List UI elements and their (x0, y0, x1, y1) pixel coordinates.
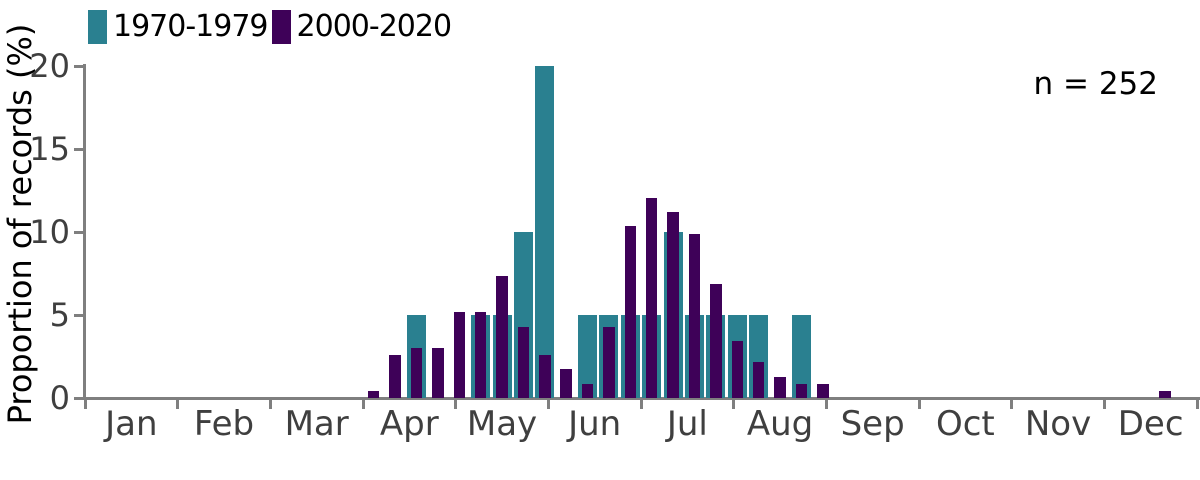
y-axis-tick-5 (74, 313, 84, 317)
bar-2000-2020-week-27 (645, 197, 658, 398)
bar-2000-2020-week-17 (432, 347, 444, 398)
legend-label-1970-1979: 1970-1979 (113, 9, 269, 44)
bar-2000-2020-week-33 (774, 376, 786, 398)
x-axis-label-feb: Feb (193, 404, 255, 444)
y-axis-tick-0 (74, 396, 84, 400)
legend-swatch-2000-2020-icon (271, 9, 291, 44)
plot-area (85, 66, 1197, 398)
bar-2000-2020-week-18 (453, 312, 465, 398)
bar-2000-2020-week-19 (474, 312, 487, 398)
x-axis-label-nov: Nov (1024, 404, 1092, 444)
bar-2000-2020-week-51 (1159, 390, 1171, 398)
legend: 1970-1979 2000-2020 (88, 9, 455, 44)
bar-2000-2020-week-32 (752, 362, 765, 398)
y-axis-label-20: 20 (29, 47, 70, 85)
x-axis-label-may: May (466, 404, 538, 444)
y-axis-label-15: 15 (29, 130, 70, 168)
bar-2000-2020-week-29 (688, 233, 701, 398)
bar-2000-2020-week-26 (624, 226, 637, 398)
bar-1970-1979-week-34 (791, 315, 811, 398)
bar-2000-2020-week-14 (367, 390, 380, 398)
y-axis-tick-10 (74, 230, 84, 234)
bar-2000-2020-week-23 (560, 369, 572, 398)
y-axis-tick-15 (74, 147, 84, 151)
y-axis-label-10: 10 (29, 213, 70, 251)
x-axis-label-jan: Jan (105, 404, 158, 444)
legend-item-2000-2020: 2000-2020 (271, 9, 453, 44)
x-axis-label-jul: Jul (666, 404, 708, 444)
x-axis-tick-7 (732, 400, 736, 409)
x-axis-tick-10 (1010, 400, 1014, 409)
y-axis-label-0: 0 (49, 379, 70, 417)
x-axis-label-mar: Mar (284, 404, 349, 444)
legend-item-1970-1979: 1970-1979 (88, 9, 269, 44)
x-axis-tick-12 (1195, 400, 1199, 409)
bar-1970-1979-week-24 (578, 315, 597, 398)
y-axis-label-5: 5 (49, 296, 70, 334)
bar-2000-2020-week-30 (710, 283, 722, 398)
x-axis-label-apr: Apr (379, 404, 439, 444)
x-axis-tick-9 (917, 400, 921, 409)
bar-2000-2020-week-24 (581, 383, 594, 398)
x-axis-tick-8 (824, 400, 828, 409)
x-axis-tick-11 (1102, 400, 1106, 409)
x-axis-label-jun: Jun (568, 404, 622, 444)
bar-1970-1979-week-22 (535, 66, 555, 398)
bar-2000-2020-week-34 (795, 383, 808, 398)
x-axis-tick-4 (454, 400, 458, 409)
x-axis-tick-0 (83, 400, 87, 409)
x-axis-label-dec: Dec (1117, 404, 1184, 444)
bar-2000-2020-week-20 (496, 276, 508, 398)
y-axis-tick-20 (74, 64, 84, 68)
bar-2000-2020-week-28 (667, 211, 679, 398)
bar-2000-2020-week-22 (539, 355, 551, 398)
x-axis-label-aug: Aug (746, 404, 814, 444)
bar-2000-2020-week-15 (389, 355, 401, 398)
x-axis-line (83, 397, 1200, 400)
legend-label-2000-2020: 2000-2020 (296, 9, 453, 44)
bar-2000-2020-week-25 (603, 326, 615, 398)
legend-swatch-1970-1979-icon (88, 9, 107, 44)
bar-2000-2020-week-16 (410, 347, 423, 398)
x-axis-tick-6 (639, 400, 643, 409)
bar-2000-2020-week-21 (517, 326, 530, 398)
bar-2000-2020-week-35 (817, 383, 829, 398)
x-axis-label-oct: Oct (935, 404, 995, 444)
x-axis-tick-2 (268, 400, 272, 409)
x-axis-label-sep: Sep (840, 404, 905, 444)
y-axis-line (83, 64, 86, 400)
x-axis-tick-3 (361, 400, 365, 409)
sample-size-annotation: n = 252 (1033, 66, 1159, 102)
bar-2000-2020-week-31 (731, 340, 743, 398)
x-axis-tick-5 (546, 400, 550, 409)
x-axis-tick-1 (176, 400, 180, 409)
